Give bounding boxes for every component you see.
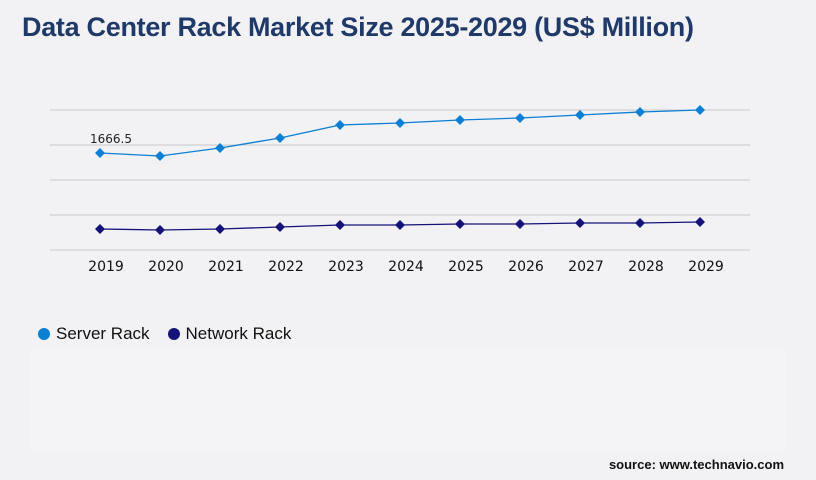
- data-point: [215, 143, 225, 154]
- data-point: [695, 217, 705, 227]
- x-tick-label: 2027: [568, 259, 604, 275]
- chart-title: Data Center Rack Market Size 2025-2029 (…: [22, 12, 694, 42]
- data-label: 1666.5: [90, 132, 132, 146]
- data-point: [215, 223, 225, 234]
- data-point: [335, 219, 345, 230]
- data-point: [635, 217, 645, 228]
- data-point: [275, 133, 285, 143]
- series-line: [99, 109, 701, 157]
- data-point: [95, 223, 105, 234]
- data-point: [575, 217, 585, 228]
- x-tick-label: 2025: [448, 259, 484, 275]
- x-tick-label: 2026: [508, 259, 544, 275]
- x-tick-label: 2028: [628, 259, 664, 275]
- legend-marker-icon: [38, 328, 50, 340]
- data-point: [155, 224, 165, 235]
- x-tick-label: 2024: [388, 259, 424, 275]
- legend-label: Server Rack: [56, 324, 150, 343]
- x-tick-label: 2019: [88, 259, 124, 275]
- x-tick-label: 2020: [148, 259, 184, 275]
- data-point: [275, 222, 285, 233]
- data-point: [155, 150, 165, 161]
- data-point: [515, 218, 525, 229]
- data-point: [95, 147, 105, 158]
- data-point: [515, 112, 525, 123]
- data-point: [395, 117, 405, 128]
- legend-label: Network Rack: [185, 324, 292, 343]
- legend-item-server-rack: Server Rack: [38, 324, 150, 344]
- data-point: [635, 106, 645, 117]
- legend-marker-icon: [167, 328, 180, 340]
- data-point: [455, 115, 465, 126]
- data-point: [335, 119, 345, 130]
- x-tick-label: 2023: [328, 259, 364, 275]
- data-point: [455, 218, 465, 229]
- legend-item-network-rack: Network Rack: [167, 324, 292, 344]
- data-point: [395, 219, 405, 230]
- legend: Server Rack Network Rack: [38, 324, 291, 344]
- x-tick-label: 2021: [208, 259, 244, 275]
- x-tick-label: 2029: [688, 259, 724, 275]
- line-chart: 2019 2020 2021 2022 2023 2024 2025 2026 2027 2028…: [50, 105, 750, 275]
- data-point: [695, 105, 705, 115]
- data-point: [575, 110, 585, 121]
- source-note: source: www.technavio.com: [608, 457, 784, 472]
- x-tick-label: 2022: [268, 259, 304, 275]
- background-panel: [30, 350, 786, 450]
